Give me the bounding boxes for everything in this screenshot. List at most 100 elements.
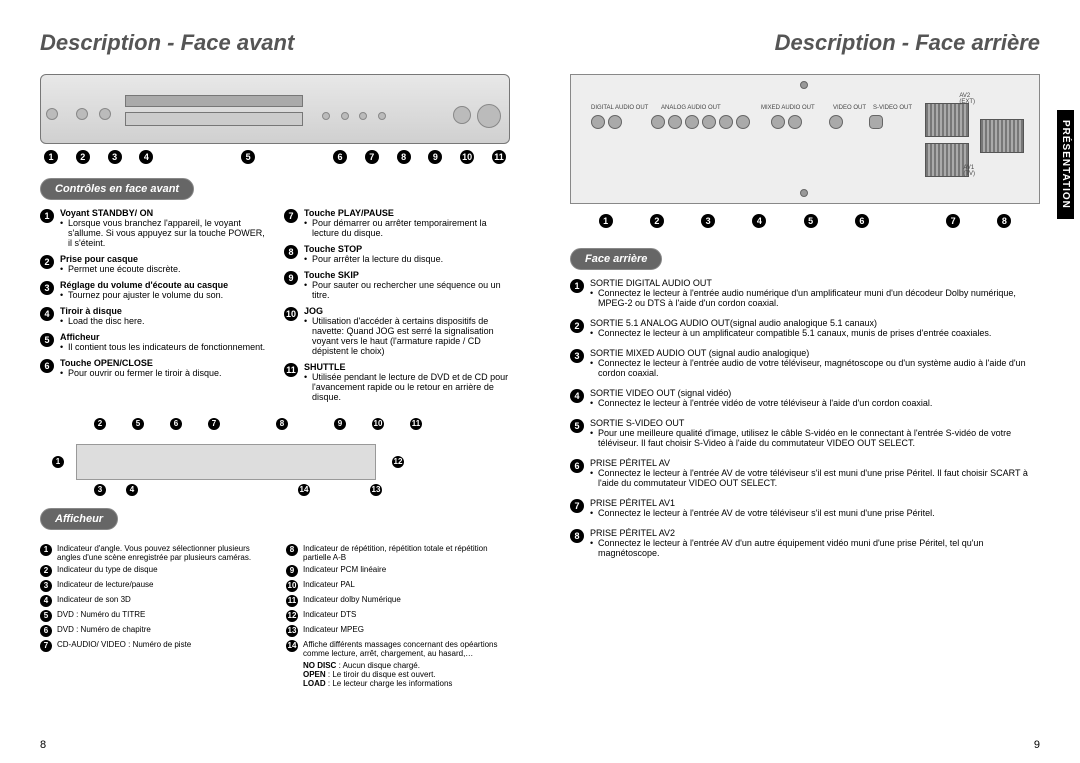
afficheur-item-text: Indicateur de son 3D — [57, 595, 131, 607]
afficheur-item: 8 Indicateur de répétition, répétition to… — [286, 544, 510, 562]
control-item: 7Touche PLAY/PAUSEPour démarrer ou arrêt… — [284, 208, 510, 238]
rear-item-title: PRISE PÉRITEL AV2 — [590, 528, 1040, 538]
control-item-title: Touche STOP — [304, 244, 510, 254]
rear-item: 6PRISE PÉRITEL AVConnectez le lecteur à … — [570, 458, 1040, 488]
afficheur-item-text: Indicateur PCM linéaire — [303, 565, 386, 577]
control-item: 4 Tiroir à disqueLoad the disc here. — [40, 306, 266, 326]
afficheur-item: 1Indicateur d'angle. Vous pouvez sélecti… — [40, 544, 264, 562]
callout-number: 6 — [40, 359, 54, 373]
afficheur-item-text: DVD : Numéro de chapitre — [57, 625, 151, 637]
afficheur-item-text: Indicateur dolby Numérique — [303, 595, 401, 607]
page-number-right: 9 — [1034, 739, 1040, 751]
afficheur-item-text: Indicateur DTS — [303, 610, 356, 622]
control-item-title: Réglage du volume d'écoute au casque — [60, 280, 266, 290]
callout-number: 7 — [40, 640, 52, 652]
rear-callouts: 12 345 6 7 8 — [580, 214, 1030, 228]
control-item: 6 Touche OPEN/CLOSEPour ouvrir ou fermer … — [40, 358, 266, 378]
control-item-title: Afficheur — [60, 332, 266, 342]
afficheur-item-text: Indicateur de lecture/pause — [57, 580, 154, 592]
control-item-desc: Pour arrêter la lecture du disque. — [312, 254, 510, 264]
control-item-desc: Il contient tous les indicateurs de fonc… — [68, 342, 266, 352]
afficheur-item: 2Indicateur du type de disque — [40, 565, 264, 577]
rear-item-desc: Connectez le lecteur à l'entrée audio nu… — [598, 288, 1040, 308]
control-item-desc: Permet une écoute discrète. — [68, 264, 266, 274]
rear-item-title: SORTIE DIGITAL AUDIO OUT — [590, 278, 1040, 288]
callout-number: 3 — [570, 349, 584, 363]
control-item-desc: Load the disc here. — [68, 316, 266, 326]
callout-number: 4 — [40, 595, 52, 607]
control-item-title: Touche PLAY/PAUSE — [304, 208, 510, 218]
rear-item: 2SORTIE 5.1 ANALOG AUDIO OUT(signal audi… — [570, 318, 1040, 338]
front-device-figure — [40, 74, 510, 144]
control-item-desc: Utilisée pendant le lecture de DVD et de… — [312, 372, 510, 402]
callout-number: 14 — [286, 640, 298, 652]
afficheur-item-text: Indicateur de répétition, répétition tot… — [303, 544, 510, 562]
afficheur-item: 14Affiche différents massages concernant… — [286, 640, 510, 658]
callout-number: 2 — [40, 565, 52, 577]
afficheur-note: OPEN : Le tiroir du disque est ouvert. — [303, 670, 510, 679]
callout-number: 1 — [570, 279, 584, 293]
afficheur-heading-pill: Afficheur — [40, 508, 118, 530]
rear-item-title: SORTIE S-VIDEO OUT — [590, 418, 1040, 428]
callout-number: 1 — [40, 209, 54, 223]
control-item-title: Tiroir à disque — [60, 306, 266, 316]
callout-number: 6 — [570, 459, 584, 473]
callout-number: 3 — [40, 580, 52, 592]
display-callouts: 2567 8 91011 1 12 34 14 13 — [40, 418, 510, 496]
callout-number: 8 — [284, 245, 298, 259]
callout-number: 4 — [570, 389, 584, 403]
callout-number: 7 — [284, 209, 298, 223]
rear-item: 7PRISE PÉRITEL AV1Connectez le lecteur à… — [570, 498, 1040, 518]
rear-item: 5 SORTIE S-VIDEO OUTPour une meilleure qu… — [570, 418, 1040, 448]
afficheur-item: 5DVD : Numéro du TITRE — [40, 610, 264, 622]
page-right: Description - Face arrière PRÉSENTATION … — [540, 0, 1080, 763]
afficheur-item: 12Indicateur DTS — [286, 610, 510, 622]
control-item-desc: Tournez pour ajuster le volume du son. — [68, 290, 266, 300]
afficheur-note: NO DISC : Aucun disque chargé. — [303, 661, 510, 670]
afficheur-item: 13 Indicateur MPEG — [286, 625, 510, 637]
afficheur-item-text: Indicateur d'angle. Vous pouvez sélectio… — [57, 544, 264, 562]
rear-item-desc: Connectez le lecteur à l'entrée vidéo de… — [598, 398, 1040, 408]
callout-number: 5 — [40, 610, 52, 622]
rear-item-title: PRISE PÉRITEL AV1 — [590, 498, 1040, 508]
control-item: 2Prise pour casquePermet une écoute disc… — [40, 254, 266, 274]
rear-item-desc: Pour une meilleure qualité d'image, util… — [598, 428, 1040, 448]
rear-item-desc: Connectez le lecteur à l'entrée AV de vo… — [598, 468, 1040, 488]
afficheur-item-text: Indicateur PAL — [303, 580, 355, 592]
page-left: Description - Face avant 1234 5 67891011… — [0, 0, 540, 763]
rear-item-desc: Connectez le lecteur à l'entrée AV d'un … — [598, 538, 1040, 558]
rear-item-desc: Connectez le lecteur à l'entrée audio de… — [598, 358, 1040, 378]
page-title-right: Description - Face arrière — [570, 30, 1040, 56]
rear-heading-pill: Face arrière — [570, 248, 662, 270]
control-item: 10JOGUtilisation d'accéder à certains di… — [284, 306, 510, 356]
callout-number: 2 — [40, 255, 54, 269]
rear-item-desc: Connectez le lecteur à un amplificateur … — [598, 328, 1040, 338]
rear-list: 1SORTIE DIGITAL AUDIO OUTConnectez le le… — [570, 278, 1040, 558]
callout-number: 5 — [40, 333, 54, 347]
control-item-title: Touche SKIP — [304, 270, 510, 280]
callout-number: 4 — [40, 307, 54, 321]
controls-heading-pill: Contrôles en face avant — [40, 178, 194, 200]
callout-number: 9 — [284, 271, 298, 285]
callout-number: 11 — [286, 595, 298, 607]
control-item-desc: Pour ouvrir ou fermer le tiroir à disque… — [68, 368, 266, 378]
control-item: 3Réglage du volume d'écoute au casqueTou… — [40, 280, 266, 300]
callout-number: 13 — [286, 625, 298, 637]
rear-item: 8 PRISE PÉRITEL AV2Connectez le lecteur à… — [570, 528, 1040, 558]
control-item-title: SHUTTLE — [304, 362, 510, 372]
afficheur-item: 7CD-AUDIO/ VIDEO : Numéro de piste — [40, 640, 264, 652]
page-number-left: 8 — [40, 739, 46, 751]
front-controls-list: 1Voyant STANDBY/ ONLorsque vous branchez… — [40, 208, 510, 408]
callout-number: 10 — [286, 580, 298, 592]
control-item: 8 Touche STOPPour arrêter la lecture du d… — [284, 244, 510, 264]
callout-number: 8 — [570, 529, 584, 543]
afficheur-item-text: Indicateur MPEG — [303, 625, 364, 637]
afficheur-item: 9Indicateur PCM linéaire — [286, 565, 510, 577]
afficheur-item: 10 Indicateur PAL — [286, 580, 510, 592]
afficheur-item: 6DVD : Numéro de chapitre — [40, 625, 264, 637]
callout-number: 8 — [286, 544, 298, 556]
control-item-title: Touche OPEN/CLOSE — [60, 358, 266, 368]
callout-number: 5 — [570, 419, 584, 433]
rear-item: 3SORTIE MIXED AUDIO OUT (signal audio an… — [570, 348, 1040, 378]
callout-number: 7 — [570, 499, 584, 513]
